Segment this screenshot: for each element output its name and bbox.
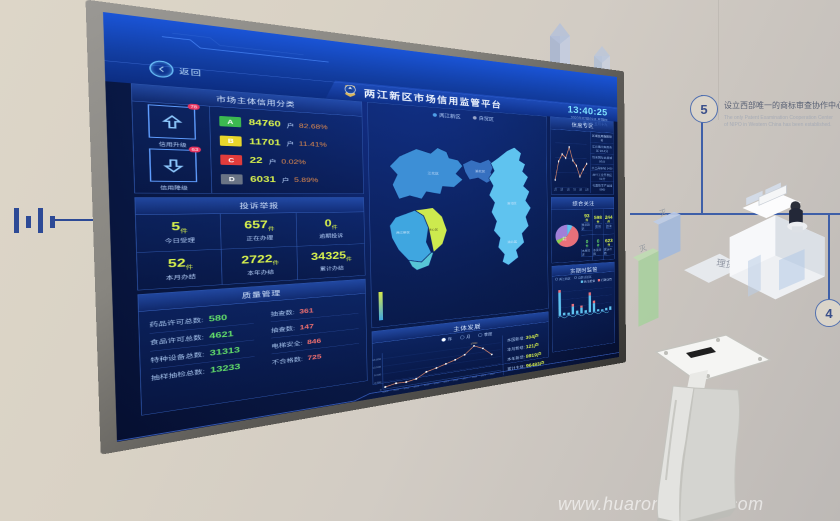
- svg-text:4,500: 4,500: [374, 380, 382, 384]
- svg-text:11月: 11月: [585, 188, 588, 191]
- svg-text:3月: 3月: [560, 188, 563, 191]
- svg-text:13,500: 13,500: [373, 365, 382, 369]
- svg-text:5月: 5月: [567, 188, 570, 191]
- svg-text:17034: 17034: [471, 341, 478, 345]
- svg-text:发现: 发现: [562, 238, 566, 241]
- svg-text:7月: 7月: [573, 188, 576, 191]
- svg-text:9,000: 9,000: [374, 373, 382, 377]
- svg-text:1月: 1月: [554, 188, 557, 191]
- svg-text:18,000: 18,000: [373, 357, 382, 361]
- svg-text:9月: 9月: [579, 188, 582, 191]
